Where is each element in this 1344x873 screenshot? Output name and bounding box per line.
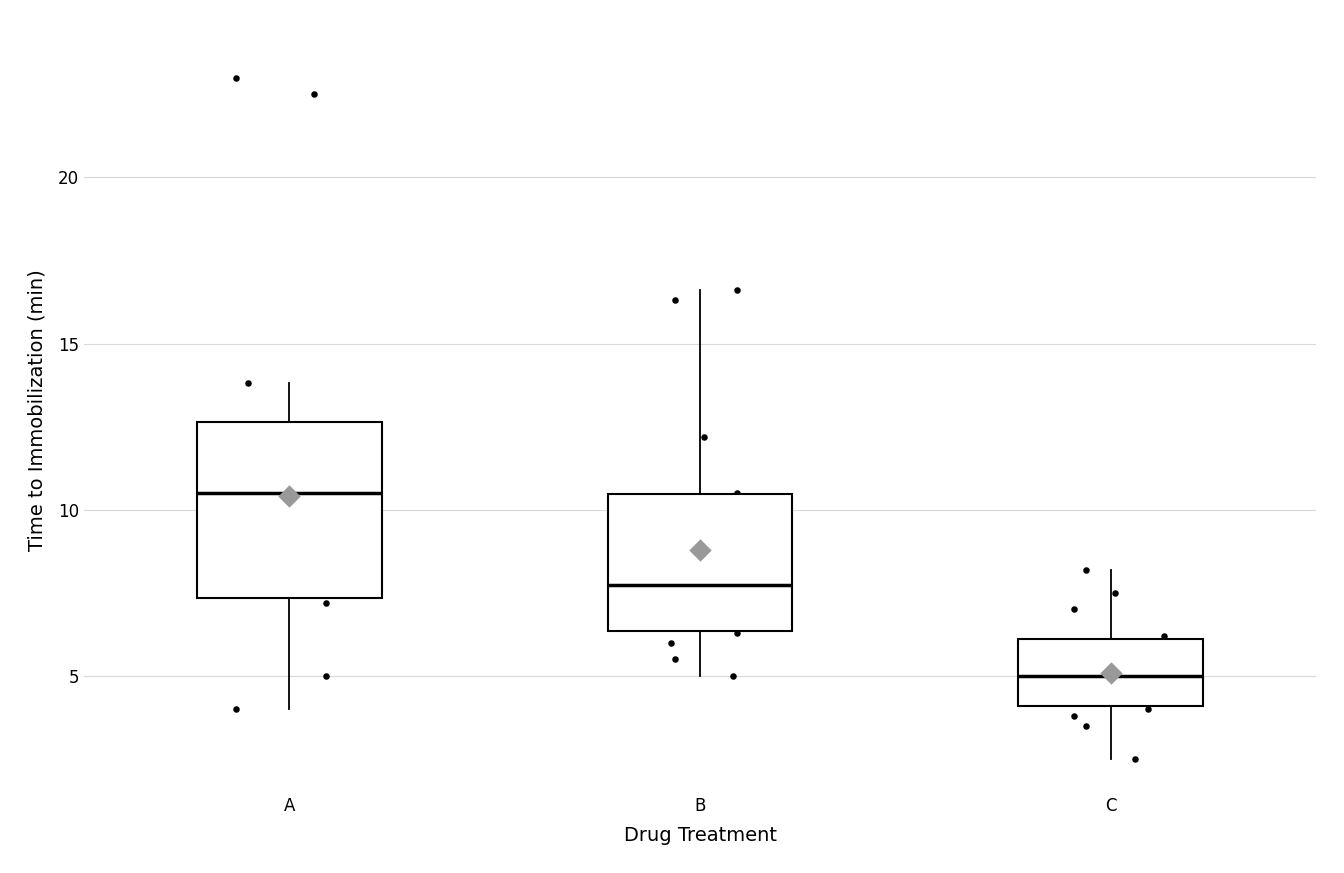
Point [224,702,246,716]
Point [1153,663,1175,677]
Point [1153,629,1175,643]
Point [694,560,715,574]
Point [665,652,687,666]
Point [316,595,337,609]
Point [1075,562,1097,576]
Point [648,569,669,583]
Point [224,71,246,85]
Point [224,503,246,517]
Point [726,595,747,609]
Bar [607,494,793,631]
Point [1055,643,1077,656]
Point [1105,586,1126,600]
Point [636,586,657,600]
Point [652,490,673,504]
Point [726,284,747,298]
Point [1145,636,1167,650]
Point [254,586,276,600]
Point [665,293,687,307]
Point [304,87,325,101]
Point [648,619,669,633]
Point [1063,602,1085,616]
Bar [1019,639,1203,706]
Point [722,669,743,683]
Point [694,430,715,443]
Point [1063,709,1085,723]
Point [689,543,711,557]
X-axis label: Drug Treatment: Drug Treatment [624,826,777,845]
Point [660,636,681,650]
Point [1137,669,1159,683]
Bar [196,422,382,598]
Point [1101,665,1122,679]
Point [316,669,337,683]
Point [320,453,341,467]
Y-axis label: Time to Immobilization (min): Time to Immobilization (min) [28,269,47,551]
Point [1075,718,1097,732]
Point [234,486,255,500]
Point [1137,702,1159,716]
Point [238,376,259,390]
Point [1047,676,1068,690]
Point [1125,696,1146,710]
Point [1125,752,1146,766]
Point [726,486,747,500]
Point [1055,685,1077,699]
Point [726,626,747,640]
Point [258,470,280,484]
Point [278,490,300,504]
